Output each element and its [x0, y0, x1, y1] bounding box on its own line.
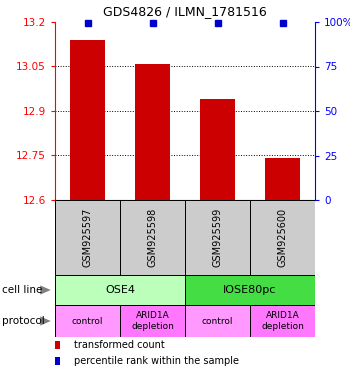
Text: GSM925599: GSM925599	[212, 208, 223, 267]
Bar	[120, 305, 185, 337]
Bar	[199, 99, 235, 200]
Text: GSM925597: GSM925597	[83, 208, 92, 267]
Bar	[55, 200, 120, 275]
Title: GDS4826 / ILMN_1781516: GDS4826 / ILMN_1781516	[103, 5, 267, 18]
Text: protocol: protocol	[2, 316, 45, 326]
Text: control: control	[72, 316, 103, 326]
Bar	[55, 305, 120, 337]
Bar	[250, 305, 315, 337]
Bar	[120, 200, 185, 275]
Text: control: control	[202, 316, 233, 326]
Bar	[185, 305, 250, 337]
Text: ARID1A
depletion: ARID1A depletion	[131, 311, 174, 331]
Bar	[135, 63, 170, 200]
Bar	[185, 275, 315, 305]
Text: GSM925598: GSM925598	[147, 208, 158, 267]
Text: transformed count: transformed count	[74, 340, 165, 350]
Text: ARID1A
depletion: ARID1A depletion	[261, 311, 304, 331]
Bar	[55, 275, 185, 305]
Text: OSE4: OSE4	[105, 285, 135, 295]
Text: GSM925600: GSM925600	[278, 208, 287, 267]
Bar	[250, 200, 315, 275]
Bar	[265, 159, 300, 200]
Text: IOSE80pc: IOSE80pc	[223, 285, 277, 295]
Text: percentile rank within the sample: percentile rank within the sample	[74, 356, 239, 366]
Text: cell line: cell line	[2, 285, 42, 295]
Bar	[70, 40, 105, 200]
Bar	[186, 200, 250, 275]
